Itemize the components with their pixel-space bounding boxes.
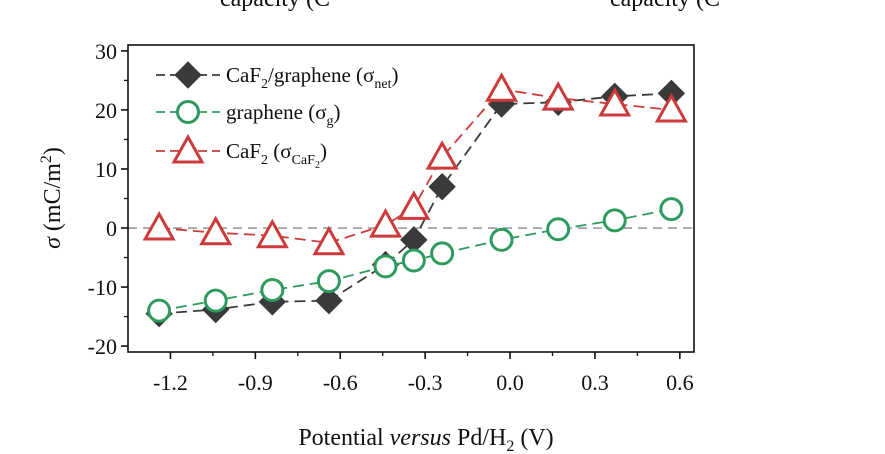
data-point-graphene [546, 217, 571, 242]
legend-item-net: CaF2/graphene (σnet) [156, 61, 398, 92]
legend-marker [174, 61, 202, 89]
data-point-caf2 [485, 72, 519, 102]
data-point-net [315, 286, 343, 315]
data-point-caf2 [312, 225, 346, 256]
data-point-caf2 [142, 210, 176, 241]
y-tick-label: -10 [88, 275, 117, 300]
data-point-graphene [373, 254, 398, 279]
y-tick-label: -20 [88, 334, 117, 359]
data-point-graphene [401, 248, 426, 273]
y-tick-label: 10 [95, 157, 117, 182]
legend-item-graphene: graphene (σg) [156, 100, 341, 129]
data-point-caf2 [397, 190, 431, 220]
data-point-graphene [489, 227, 514, 252]
top-text-right: capacity (C [610, 0, 720, 12]
data-point-caf2 [598, 86, 632, 117]
data-point-caf2 [199, 215, 233, 246]
series-caf2 [142, 72, 688, 256]
data-point-graphene [430, 241, 455, 266]
y-tick-label: 30 [95, 39, 117, 64]
y-axis-label: σ (mC/m2) [38, 147, 66, 249]
top-text: capacity (C [220, 0, 330, 12]
data-point-caf2 [425, 140, 459, 170]
data-point-graphene [147, 298, 172, 323]
data-point-graphene [203, 288, 228, 313]
y-tick-label: 20 [95, 98, 117, 123]
x-tick-label: 0.3 [581, 370, 609, 395]
data-point-caf2 [541, 81, 575, 111]
legend-marker [176, 100, 200, 124]
x-tick-label: 0.6 [666, 370, 694, 395]
x-tick-label: -0.6 [323, 370, 358, 395]
x-tick-label: -1.2 [153, 370, 188, 395]
x-tick-label: -0.9 [238, 370, 273, 395]
data-point-net [428, 172, 456, 201]
legend-item-caf2: CaF2 (σCaF2) [156, 133, 327, 171]
data-point-graphene [602, 208, 627, 233]
legend-label: CaF2 (σCaF2) [226, 139, 327, 171]
series-graphene [147, 197, 684, 323]
data-point-graphene [316, 269, 341, 294]
legend-label: graphene (σg) [226, 100, 341, 129]
legend-label: CaF2/graphene (σnet) [226, 63, 398, 92]
x-tick-label: 0.0 [496, 370, 524, 395]
y-tick-label: 0 [106, 216, 117, 241]
data-point-caf2 [255, 218, 289, 249]
x-axis-label: Potential versus Pd/H2 (V) [298, 425, 553, 454]
data-point-caf2 [654, 92, 688, 123]
data-point-graphene [659, 197, 684, 222]
data-point-caf2 [368, 207, 403, 238]
x-tick-label: -0.3 [408, 370, 443, 395]
legend-marker [171, 133, 205, 164]
data-point-graphene [260, 278, 285, 303]
